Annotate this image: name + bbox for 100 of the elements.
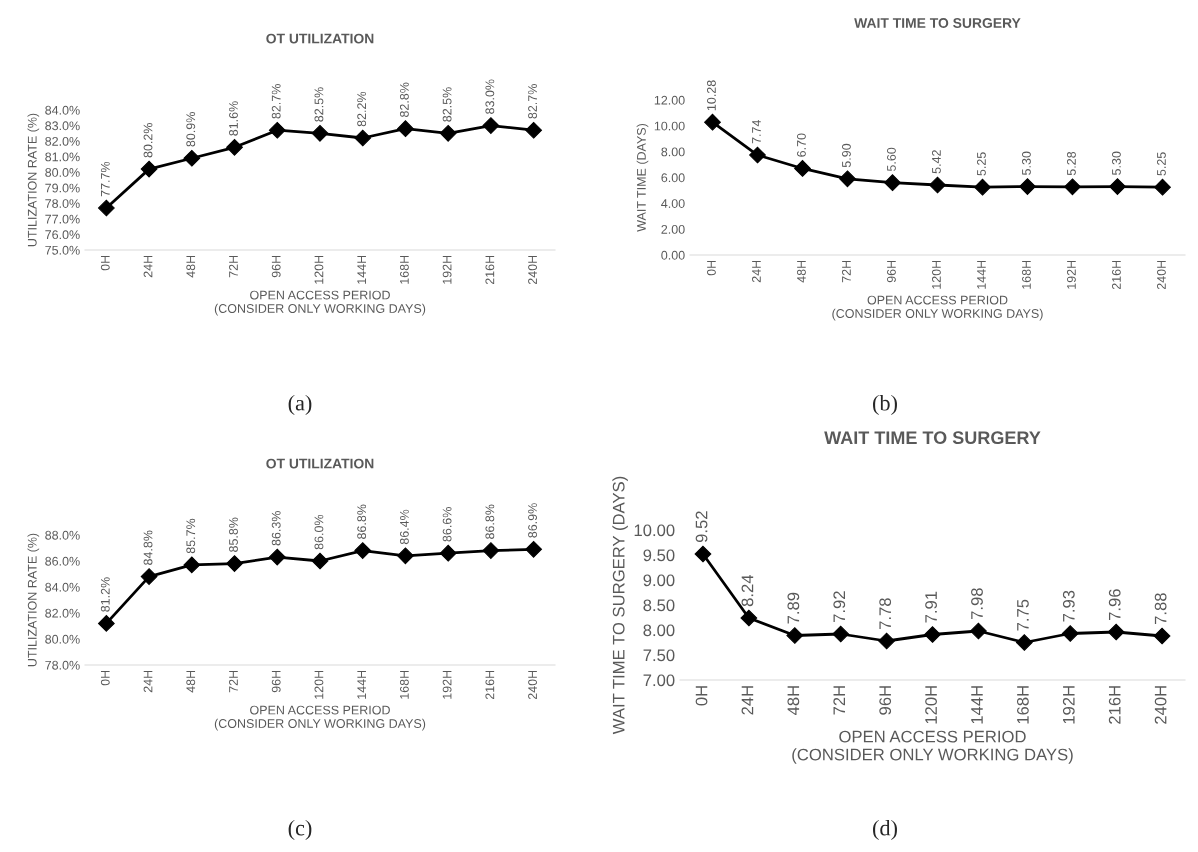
y-tick-label: 2.00 xyxy=(661,224,685,234)
point xyxy=(794,160,811,177)
x-axis-title: OPEN ACCESS PERIOD (CONSIDER ONLY WORKING DAYS) xyxy=(214,290,426,316)
y-tick-label: 75.0% xyxy=(45,245,80,255)
x-tick-label: 72H xyxy=(842,260,851,283)
data-label: 7.89 xyxy=(787,592,800,624)
data-label: 5.42 xyxy=(932,150,941,174)
x-tick-label: 120H xyxy=(314,670,324,699)
point xyxy=(311,552,329,570)
data-label: 7.78 xyxy=(879,598,892,630)
data-label: 5.25 xyxy=(977,152,986,176)
data-label: 6.70 xyxy=(797,133,806,157)
y-axis-title: WAIT TIME (DAYS) xyxy=(636,123,649,232)
y-tick-label: 82.0% xyxy=(45,608,80,618)
x-tick-label: 48H xyxy=(186,670,196,693)
data-label: 86.6% xyxy=(442,507,452,542)
data-label: 82.7% xyxy=(271,84,281,119)
y-tick-label: 12.00 xyxy=(654,95,685,105)
point xyxy=(924,626,941,643)
point xyxy=(970,622,987,640)
data-label: 5.30 xyxy=(1112,151,1121,175)
data-label: 86.3% xyxy=(271,510,281,546)
data-label: 77.7% xyxy=(100,161,110,197)
data-label: 7.91 xyxy=(925,591,937,623)
data-label: 82.7% xyxy=(528,84,537,119)
text: (d) xyxy=(873,819,897,841)
x-tick-label: 24H xyxy=(741,686,754,715)
y-tick-label: 79.0% xyxy=(45,183,80,193)
point xyxy=(1064,178,1081,196)
data-label: 86.0% xyxy=(314,514,324,550)
point xyxy=(878,632,895,650)
y-tick-label: 7.50 xyxy=(643,649,675,662)
data-label: 80.2% xyxy=(143,123,153,158)
y-tick-label: 8.00 xyxy=(661,147,685,157)
point xyxy=(740,609,758,627)
x-tick-label: 24H xyxy=(752,260,761,283)
y-tick-label: 6.00 xyxy=(661,173,685,183)
y-tick-label: 10.00 xyxy=(654,121,685,131)
chart-title: OT UTILIZATION xyxy=(266,458,374,469)
x-tick-label: 24H xyxy=(143,670,153,693)
point xyxy=(482,542,500,559)
data-label: 84.8% xyxy=(143,530,153,565)
x-tick-label: 240H xyxy=(528,670,537,700)
point xyxy=(268,548,286,566)
data-label: 86.9% xyxy=(528,503,537,538)
x-tick-label: 144H xyxy=(971,686,983,724)
data-label: 86.4% xyxy=(399,509,409,545)
x-tick-label: 96H xyxy=(271,255,281,278)
point xyxy=(140,568,158,585)
data-label: 86.8% xyxy=(357,504,367,539)
x-tick-label: 120H xyxy=(314,255,324,284)
point xyxy=(1154,178,1171,196)
y-axis-title: WAIT TIME TO SURGERY (DAYS) xyxy=(612,476,628,735)
x-tick-label: 0H xyxy=(707,260,716,276)
data-label: 8.24 xyxy=(741,574,754,607)
data-label: 9.52 xyxy=(695,511,708,543)
y-tick-label: 8.50 xyxy=(643,599,675,612)
data-label: 5.25 xyxy=(1157,152,1166,176)
point xyxy=(525,540,543,558)
y-tick-label: 88.0% xyxy=(45,530,80,540)
data-label: 85.8% xyxy=(229,517,238,552)
y-tick-label: 80.0% xyxy=(45,634,80,644)
data-label: 7.96 xyxy=(1108,589,1121,621)
y-tick-label: 80.0% xyxy=(45,168,80,177)
point xyxy=(311,124,329,142)
x-tick-label: 240H xyxy=(1154,686,1167,724)
data-label: 5.30 xyxy=(1022,151,1031,175)
x-tick-label: 72H xyxy=(229,670,238,693)
x-tick-label: 0H xyxy=(100,255,110,271)
x-tick-label: 48H xyxy=(797,260,806,283)
y-tick-label: 84.0% xyxy=(45,105,80,115)
data-label: 5.28 xyxy=(1067,151,1076,176)
point xyxy=(1019,178,1036,195)
y-tick-label: 0.00 xyxy=(661,250,685,260)
point xyxy=(354,542,372,559)
point xyxy=(183,556,201,574)
data-label: 7.93 xyxy=(1062,590,1075,622)
x-tick-label: 72H xyxy=(833,686,845,715)
point xyxy=(974,178,991,196)
data-label: 82.5% xyxy=(314,87,324,122)
x-axis-title: OPEN ACCESS PERIOD (CONSIDER ONLY WORKING DAYS) xyxy=(214,705,426,731)
point xyxy=(482,117,500,134)
y-tick-label: 82.0% xyxy=(45,136,80,146)
x-tick-label: 192H xyxy=(442,255,452,284)
y-axis-title: UTILIZATION RATE (%) xyxy=(27,533,40,667)
x-tick-label: 144H xyxy=(977,260,986,289)
y-tick-label: 81.0% xyxy=(45,152,80,162)
x-tick-label: 120H xyxy=(925,686,937,724)
x-tick-label: 216H xyxy=(1108,686,1121,724)
chart-title: WAIT TIME TO SURGERY xyxy=(854,18,1021,28)
x-tick-label: 192H xyxy=(1062,686,1075,724)
point xyxy=(140,160,158,178)
data-label: 81.2% xyxy=(100,577,110,612)
x-tick-label: 216H xyxy=(1112,260,1121,290)
point xyxy=(439,544,457,562)
text: (c) xyxy=(288,819,312,841)
y-tick-label: 84.0% xyxy=(45,582,80,592)
x-tick-label: 96H xyxy=(879,686,892,715)
point xyxy=(226,555,243,572)
point xyxy=(1061,625,1079,642)
